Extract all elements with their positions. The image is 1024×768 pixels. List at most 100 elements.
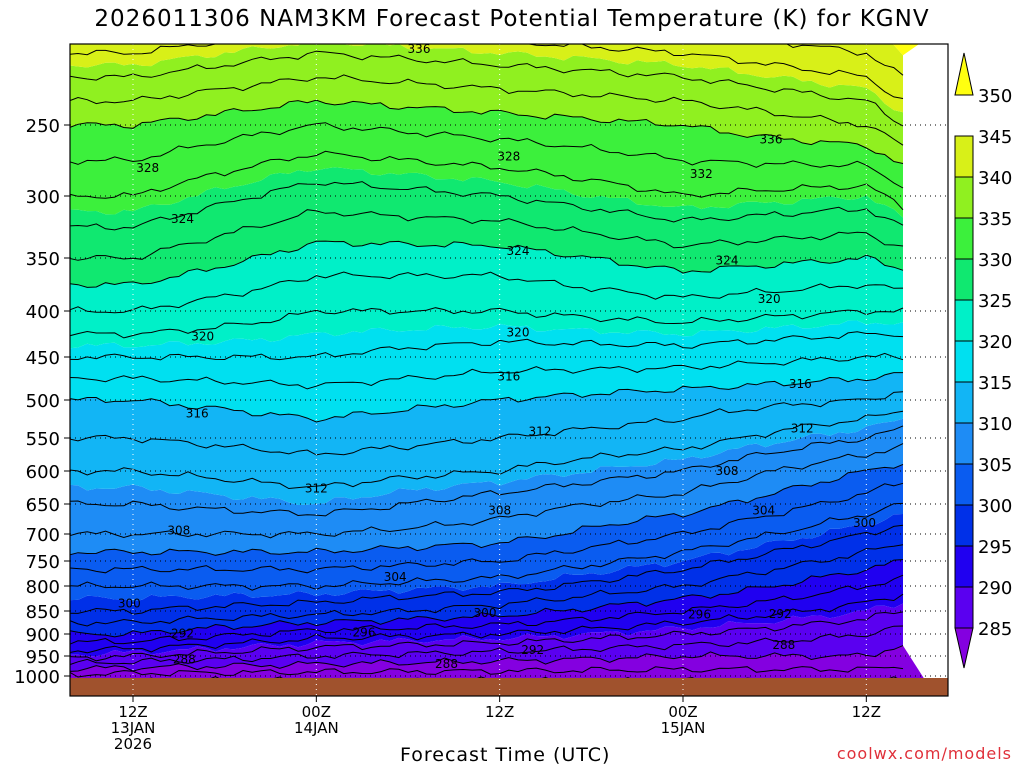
contour-line	[70, 544, 904, 627]
colorbar-swatch	[954, 463, 974, 506]
contour-line	[70, 593, 904, 654]
theta-band	[70, 372, 903, 505]
theta-band	[891, 44, 920, 56]
contour-label: 336	[408, 42, 431, 56]
contour-label: 316	[497, 369, 520, 383]
contour-label: 296	[688, 607, 711, 621]
contour-label: 312	[305, 482, 328, 496]
plot-frame	[69, 43, 949, 697]
contour-line	[70, 559, 904, 638]
colorbar-swatch	[954, 176, 974, 219]
contour-label: 292	[521, 643, 544, 657]
x-tick-label: 00Z	[302, 703, 331, 721]
theta-band	[70, 514, 903, 637]
contour-line	[70, 352, 904, 390]
contour-label: 320	[507, 326, 530, 340]
contour-line	[70, 625, 904, 666]
contour-line	[70, 611, 904, 662]
contour-label: 336	[760, 133, 783, 147]
x-tick-label: 12Z	[485, 703, 514, 721]
contour-line	[70, 425, 904, 517]
contour-label: 324	[507, 244, 530, 258]
colorbar-swatch	[954, 135, 974, 178]
theta-band	[70, 100, 903, 218]
contour-label: 300	[118, 597, 141, 611]
contour-label: 312	[529, 425, 552, 439]
contour-line	[70, 50, 904, 127]
contour-line	[70, 307, 904, 339]
colorbar-label: 340	[978, 168, 1012, 189]
y-tick-label: 300	[26, 187, 60, 208]
colorbar-label: 295	[978, 537, 1012, 558]
y-tick-label: 850	[26, 602, 60, 623]
contour-line	[70, 372, 903, 423]
contour-label: 288	[173, 653, 196, 667]
contour-label: 328	[136, 161, 159, 175]
colorbar-swatch	[954, 586, 974, 629]
y-tick-label: 450	[26, 348, 60, 369]
contour-label: 300	[853, 516, 876, 530]
contour-label: 288	[435, 657, 458, 671]
contour-label: 292	[769, 607, 792, 621]
x-tick-label: 14JAN	[294, 719, 339, 737]
x-axis-label: Forecast Time (UTC)	[400, 744, 611, 766]
colorbar-swatch	[954, 217, 974, 260]
contour-line	[70, 443, 904, 539]
contour-label: 304	[752, 504, 775, 518]
contour-label: 320	[758, 292, 781, 306]
colorbar-swatch	[954, 381, 974, 424]
contour-label: 308	[167, 523, 190, 537]
contour-label: 308	[716, 464, 739, 478]
colorbar-label: 350	[978, 86, 1012, 107]
contour-line	[70, 524, 904, 615]
colorbar-label: 315	[978, 373, 1012, 394]
contour-line	[70, 502, 904, 591]
contour-line	[70, 271, 904, 314]
y-tick-label: 250	[26, 116, 60, 137]
y-tick-label: 650	[26, 495, 60, 516]
theta-band	[70, 167, 903, 288]
contour-line	[70, 574, 904, 645]
contour-label: 332	[690, 167, 713, 181]
contour-label: 288	[772, 638, 795, 652]
colorbar-label: 330	[978, 250, 1012, 271]
y-tick-label: 400	[26, 302, 60, 323]
x-tick-label: 12Z	[118, 703, 147, 721]
contour-label: 304	[384, 570, 407, 584]
colorbar-swatch	[954, 299, 974, 342]
colorbar-label: 325	[978, 291, 1012, 312]
contour-label: 296	[353, 626, 376, 640]
contour-line	[70, 150, 904, 211]
y-tick-label: 500	[26, 391, 60, 412]
y-tick-label: 700	[26, 525, 60, 546]
contour-label: 320	[191, 329, 214, 343]
contour-label: 324	[171, 212, 194, 226]
y-tick-label: 600	[26, 462, 60, 483]
credit-link[interactable]: coolwx.com/models	[836, 744, 1012, 763]
colorbar-label: 300	[978, 496, 1012, 517]
colorbar-swatch	[954, 504, 974, 547]
contour-label-box	[16, 51, 44, 65]
contour-label: 328	[497, 150, 520, 164]
x-tick-label: 2026	[114, 735, 152, 753]
contour-label: 316	[789, 377, 812, 391]
x-tick-label: 13JAN	[111, 719, 156, 737]
colorbar-label: 305	[978, 455, 1012, 476]
theta-band	[70, 464, 903, 602]
colorbar-swatch	[954, 422, 974, 465]
contour-label: 292	[171, 627, 194, 641]
contour-line	[70, 391, 904, 456]
contour-label: 316	[186, 406, 209, 420]
theta-band	[70, 603, 903, 672]
colorbar-label: 285	[978, 619, 1012, 640]
colorbar-label: 335	[978, 209, 1012, 230]
colorbar-label: 345	[978, 127, 1012, 148]
contour-line	[70, 99, 904, 164]
contour-line	[70, 482, 904, 574]
x-tick-label: 15JAN	[661, 719, 706, 737]
contour-line	[70, 209, 904, 261]
contour-line	[70, 122, 904, 189]
contour-line	[70, 645, 904, 672]
colorbar-label: 320	[978, 332, 1012, 353]
theta-band	[70, 418, 903, 556]
